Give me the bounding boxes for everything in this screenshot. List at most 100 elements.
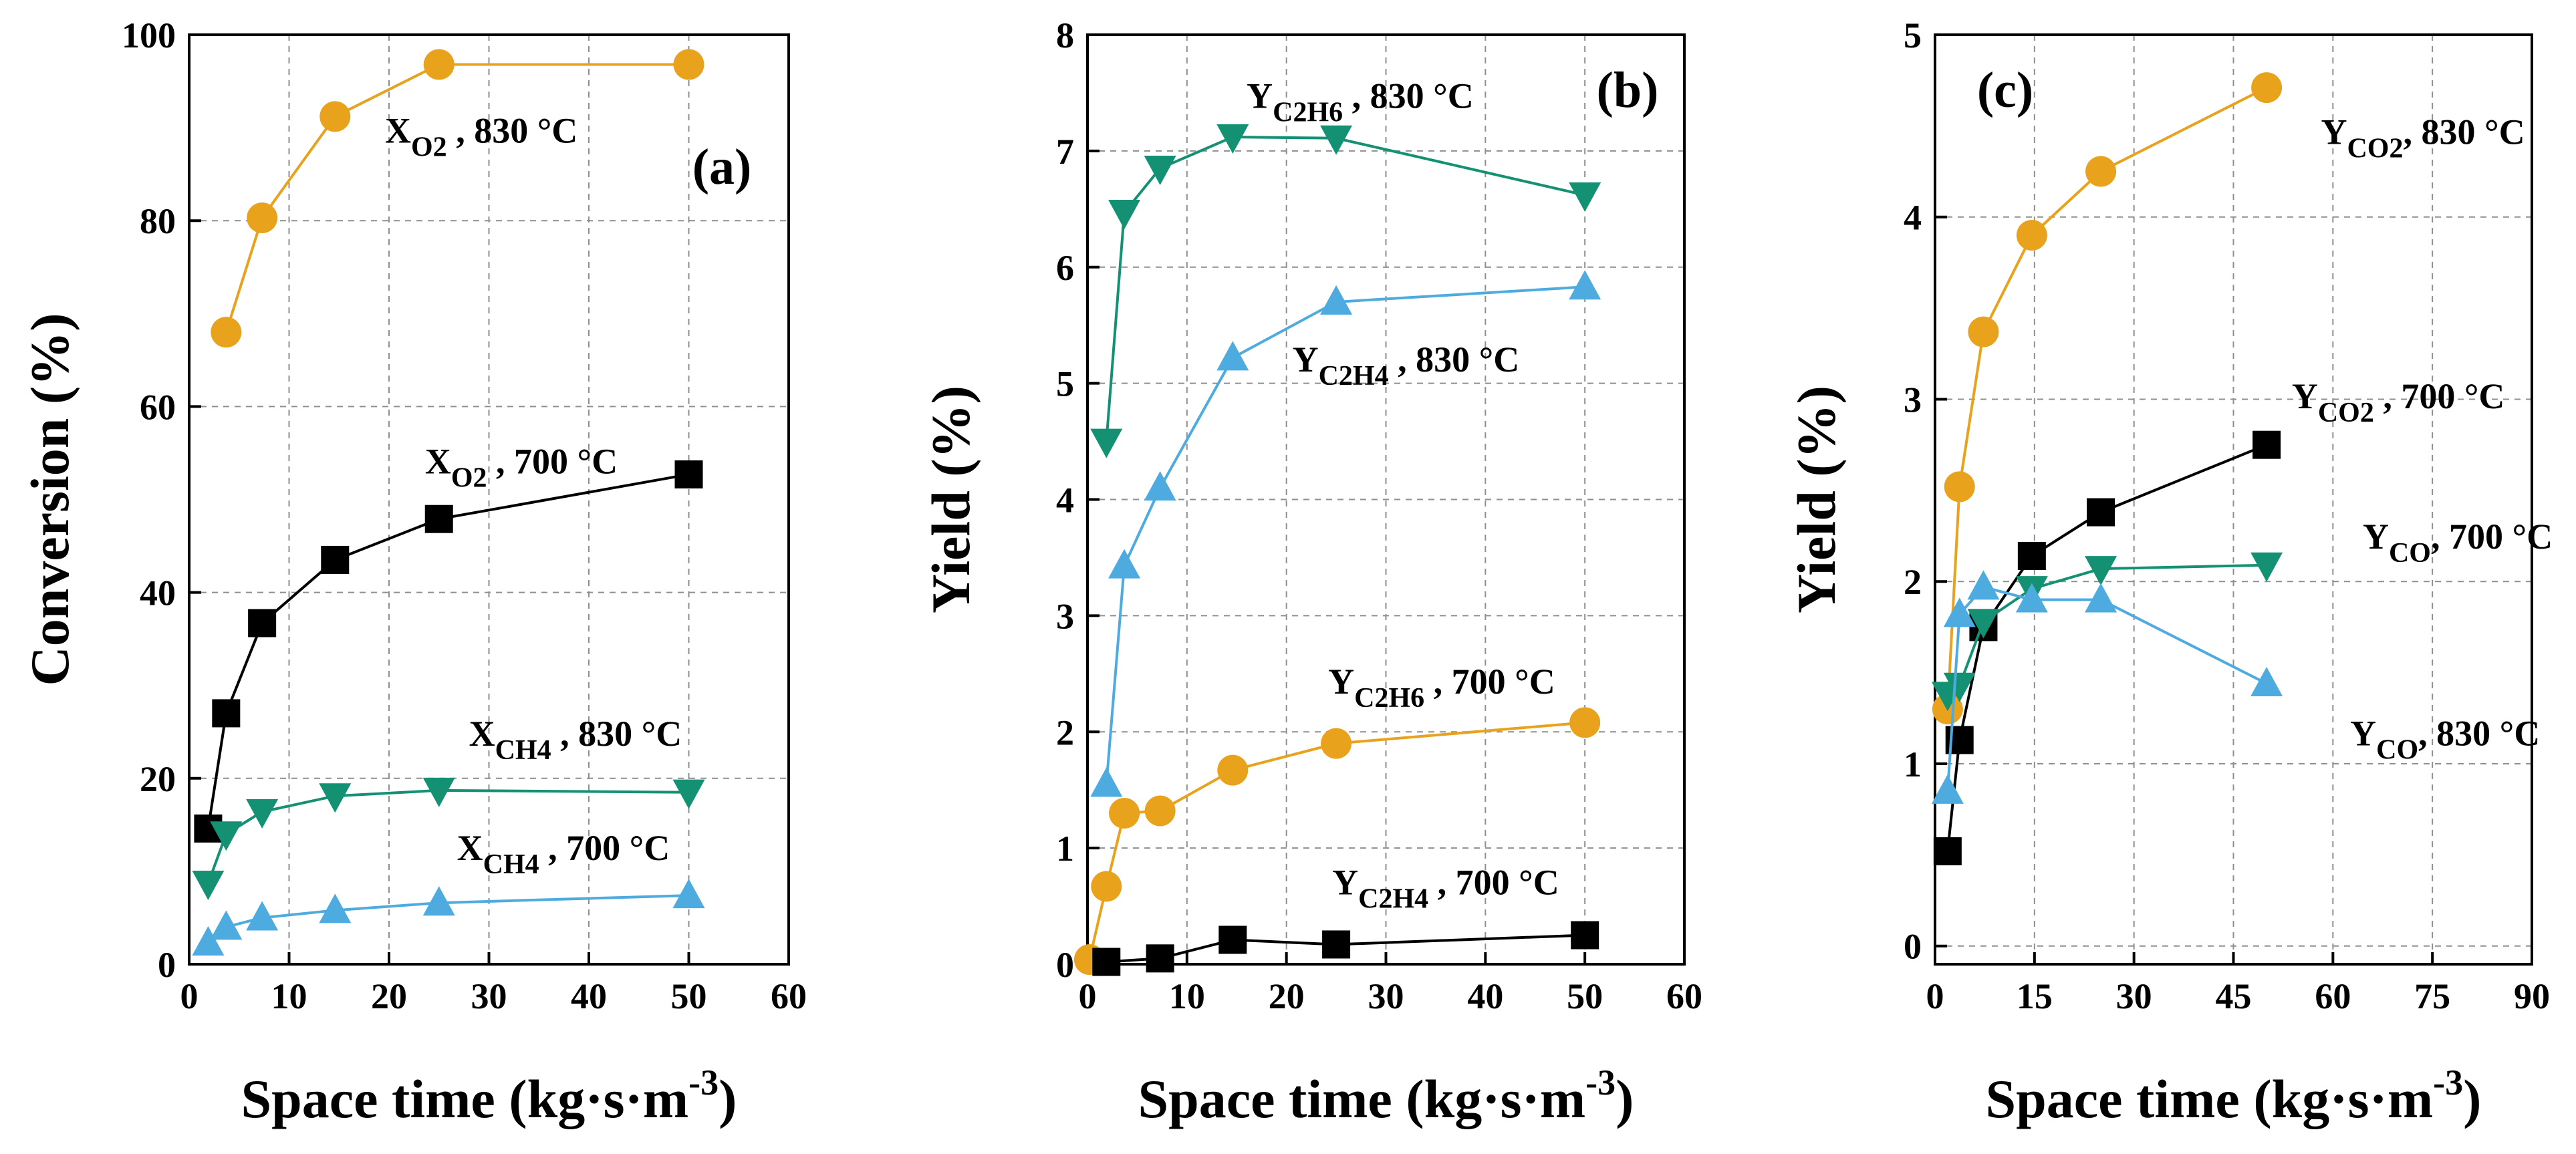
annotation-subscript: O2 bbox=[451, 463, 487, 494]
series-yco-700 bbox=[1931, 552, 2283, 712]
data-point bbox=[246, 799, 279, 829]
annotation-temperature: , 830 °C bbox=[1343, 76, 1474, 116]
y-tick-label: 3 bbox=[1904, 380, 1922, 420]
data-point bbox=[422, 886, 455, 916]
x-tick-label: 10 bbox=[1169, 976, 1205, 1016]
y-axis-title: Yield (%) bbox=[920, 386, 981, 613]
series-xch4-700 bbox=[192, 879, 705, 956]
series-annotation: YCO, 700 °C bbox=[2363, 517, 2553, 569]
series-annotation: YC2H4 , 830 °C bbox=[1293, 339, 1520, 392]
data-point bbox=[2250, 666, 2283, 696]
data-point bbox=[1108, 200, 1141, 230]
data-point bbox=[1569, 182, 1601, 212]
series-annotation: YC2H6 , 700 °C bbox=[1328, 662, 1555, 714]
data-point bbox=[1090, 767, 1123, 797]
data-point bbox=[674, 460, 703, 488]
y-tick-label: 3 bbox=[1056, 596, 1074, 636]
data-point bbox=[1144, 795, 1176, 827]
series-xch4-830 bbox=[192, 777, 705, 900]
data-point bbox=[246, 901, 279, 931]
series-yco2-830 bbox=[1932, 72, 2283, 725]
x-axis-title-end: ) bbox=[719, 1068, 737, 1129]
x-tick-label: 40 bbox=[571, 976, 607, 1016]
series-annotation: XCH4 , 700 °C bbox=[457, 828, 670, 880]
x-tick-label: 50 bbox=[1567, 976, 1603, 1016]
data-point bbox=[1569, 707, 1601, 738]
data-point bbox=[212, 699, 241, 728]
data-point bbox=[2252, 430, 2281, 459]
annotation-subscript: C2H4 bbox=[1358, 884, 1428, 915]
y-axis-title: Conversion (%) bbox=[19, 313, 80, 686]
annotation-temperature: , 700 °C bbox=[1428, 863, 1559, 903]
data-point bbox=[673, 49, 704, 80]
data-point bbox=[422, 777, 455, 807]
annotation-subscript: O2 bbox=[411, 132, 447, 162]
x-tick-label: 10 bbox=[271, 976, 307, 1016]
annotation-subscript: CO2 bbox=[2318, 398, 2374, 428]
data-point bbox=[1968, 316, 1999, 347]
x-axis-title-end: ) bbox=[1616, 1068, 1634, 1129]
data-point bbox=[210, 821, 243, 851]
data-point bbox=[1218, 925, 1247, 954]
series-yco2-700 bbox=[1933, 430, 2281, 865]
series-line bbox=[1946, 86, 2268, 710]
x-tick-label: 30 bbox=[1368, 976, 1404, 1016]
data-point bbox=[423, 49, 455, 80]
data-point bbox=[211, 317, 242, 348]
y-tick-label: 2 bbox=[1056, 712, 1074, 752]
annotation-subscript: CH4 bbox=[495, 735, 551, 766]
y-tick-label: 8 bbox=[1056, 15, 1074, 55]
x-axis-title: Space time (kg·s·m-3) bbox=[1138, 1062, 1634, 1129]
annotation-main: Y bbox=[2350, 714, 2376, 754]
annotation-temperature: , 700 °C bbox=[487, 442, 618, 482]
y-tick-label: 7 bbox=[1056, 132, 1074, 172]
series-annotation: YCO2 , 700 °C bbox=[2292, 376, 2505, 428]
series-annotation: YCO2, 830 °C bbox=[2321, 112, 2525, 164]
annotation-temperature: , 830 °C bbox=[447, 110, 578, 150]
data-point bbox=[192, 870, 225, 900]
y-tick-label: 1 bbox=[1056, 829, 1074, 869]
annotation-main: X bbox=[469, 714, 495, 754]
annotation-subscript: CO bbox=[2389, 538, 2431, 569]
data-point bbox=[1144, 155, 1176, 185]
series-yco-830 bbox=[1931, 570, 2283, 804]
data-point bbox=[2085, 556, 2117, 586]
data-point bbox=[1092, 948, 1121, 976]
data-point bbox=[1109, 797, 1140, 829]
y-tick-label: 4 bbox=[1056, 480, 1074, 521]
panel-label: (a) bbox=[692, 139, 752, 195]
series-annotation: XCH4 , 830 °C bbox=[469, 714, 682, 766]
annotation-subscript: CO bbox=[2376, 735, 2418, 766]
annotation-temperature: , 700 °C bbox=[539, 828, 670, 868]
x-tick-label: 90 bbox=[2514, 976, 2550, 1016]
annotation-temperature: , 830 °C bbox=[1389, 339, 1520, 380]
data-point bbox=[192, 926, 225, 956]
series-annotation: XO2 , 700 °C bbox=[425, 442, 618, 494]
x-tick-label: 75 bbox=[2414, 976, 2450, 1016]
data-point bbox=[1320, 285, 1353, 315]
data-point bbox=[2085, 583, 2117, 613]
data-point bbox=[2250, 552, 2283, 582]
data-point bbox=[1967, 570, 2000, 600]
annotation-main: Y bbox=[2292, 376, 2318, 416]
y-tick-label: 0 bbox=[1056, 945, 1074, 985]
data-point bbox=[321, 545, 350, 574]
annotation-temperature: , 830 °C bbox=[2418, 714, 2540, 754]
x-tick-label: 60 bbox=[1666, 976, 1702, 1016]
x-axis-title-text: Space time (kg·s·m bbox=[1986, 1068, 2434, 1129]
x-tick-label: 20 bbox=[371, 976, 407, 1016]
data-point bbox=[2085, 156, 2117, 187]
data-point bbox=[247, 202, 278, 234]
series-xo2-700 bbox=[194, 460, 703, 843]
y-tick-label: 0 bbox=[158, 945, 176, 985]
data-point bbox=[1091, 871, 1122, 902]
data-point bbox=[1144, 471, 1176, 501]
annotation-temperature: , 700 °C bbox=[1424, 662, 1555, 702]
data-point bbox=[2015, 583, 2048, 613]
annotation-main: Y bbox=[1328, 662, 1354, 702]
series-line bbox=[1946, 585, 2268, 792]
y-tick-label: 5 bbox=[1056, 364, 1074, 404]
y-tick-label: 60 bbox=[140, 387, 176, 427]
